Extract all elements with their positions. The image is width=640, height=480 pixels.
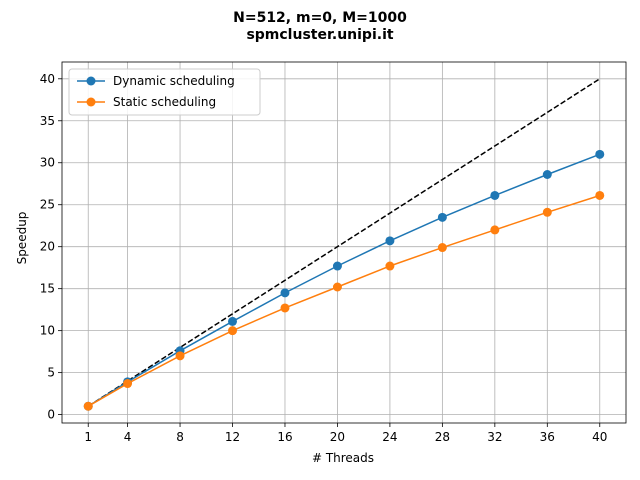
axes-group xyxy=(61,61,627,424)
y-tick-label: 25 xyxy=(40,198,55,212)
data-point xyxy=(385,261,395,271)
data-point xyxy=(542,207,552,217)
legend: Dynamic scheduling Static scheduling xyxy=(68,68,261,116)
data-point xyxy=(228,326,238,336)
series-group xyxy=(83,149,605,411)
chart-subtitle: spmcluster.unipi.it xyxy=(246,27,393,43)
chart-title: N=512, m=0, M=1000 xyxy=(233,10,407,26)
legend-box xyxy=(68,68,261,116)
y-tick-label: 10 xyxy=(40,324,55,338)
data-point xyxy=(385,236,395,246)
data-point xyxy=(542,169,552,179)
y-tick-label: 35 xyxy=(40,114,55,128)
grid xyxy=(62,62,626,423)
data-point xyxy=(490,225,500,235)
y-tick-label: 0 xyxy=(47,408,55,422)
x-tick-label: 4 xyxy=(124,430,132,444)
x-tick-label: 40 xyxy=(592,430,607,444)
data-point xyxy=(595,149,605,159)
legend-marker xyxy=(86,97,96,107)
data-point xyxy=(490,190,500,200)
data-point xyxy=(175,351,185,361)
ticks-group: 1 4 8 12 16 20 24 28 32 36 40 0 5 10 15 20 25 30 35 40 xyxy=(40,72,608,444)
data-point xyxy=(437,212,447,222)
plot-frame xyxy=(61,61,627,424)
data-point xyxy=(280,288,290,298)
data-point xyxy=(83,401,93,411)
y-tick-label: 20 xyxy=(40,240,55,254)
x-tick-label: 16 xyxy=(277,430,292,444)
reference-line-group xyxy=(87,78,601,407)
y-tick-label: 5 xyxy=(47,366,55,380)
y-tick-label: 15 xyxy=(40,282,55,296)
x-tick-label: 8 xyxy=(176,430,184,444)
y-axis-label: Speedup xyxy=(15,212,29,265)
x-tick-label: 32 xyxy=(487,430,502,444)
data-point xyxy=(332,282,342,292)
x-axis-label: # Threads xyxy=(312,451,374,465)
x-tick-label: 1 xyxy=(84,430,92,444)
data-point xyxy=(595,190,605,200)
data-point xyxy=(332,261,342,271)
data-point xyxy=(123,379,133,389)
x-tick-label: 24 xyxy=(382,430,397,444)
data-point xyxy=(437,243,447,253)
legend-marker xyxy=(86,76,96,86)
x-tick-label: 20 xyxy=(330,430,345,444)
data-point xyxy=(228,316,238,326)
data-point xyxy=(280,303,290,313)
legend-label: Static scheduling xyxy=(113,95,216,109)
y-tick-label: 40 xyxy=(40,72,55,86)
ideal-speedup-line xyxy=(87,78,601,407)
legend-label: Dynamic scheduling xyxy=(113,74,235,88)
x-tick-label: 28 xyxy=(435,430,450,444)
x-tick-label: 12 xyxy=(225,430,240,444)
x-tick-label: 36 xyxy=(540,430,555,444)
y-tick-label: 30 xyxy=(40,156,55,170)
